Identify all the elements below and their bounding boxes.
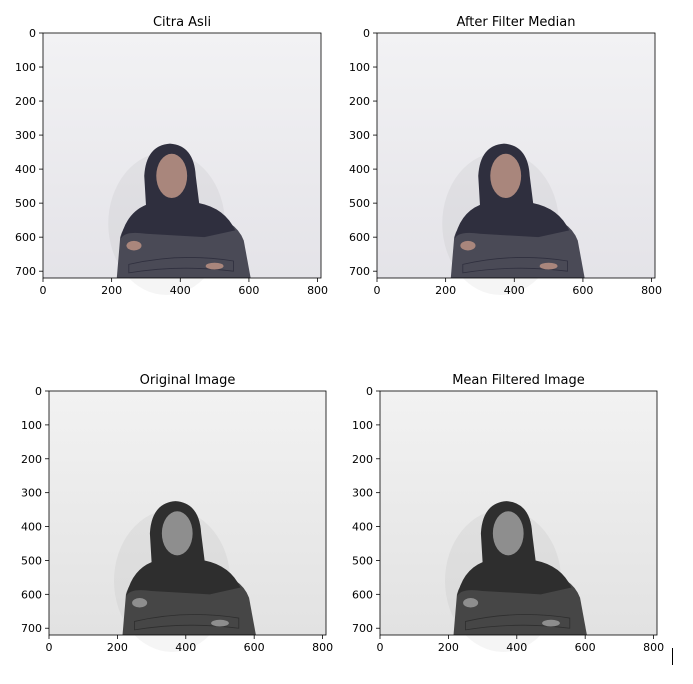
x-tick-label: 400 xyxy=(504,284,525,297)
y-tick-label: 100 xyxy=(352,419,373,432)
x-tick-label: 600 xyxy=(575,641,596,654)
y-tick-label: 200 xyxy=(15,95,36,108)
x-tick-label: 600 xyxy=(238,284,259,297)
text-cursor xyxy=(672,648,673,665)
y-tick-label: 200 xyxy=(352,453,373,466)
x-tick-label: 400 xyxy=(506,641,527,654)
x-tick-label: 800 xyxy=(641,284,662,297)
y-tick-label: 400 xyxy=(349,163,370,176)
hand-shape xyxy=(211,619,229,627)
y-tick-label: 0 xyxy=(35,385,42,398)
y-tick-label: 300 xyxy=(349,129,370,142)
x-tick-label: 400 xyxy=(170,284,191,297)
y-tick-label: 600 xyxy=(352,588,373,601)
x-tick-label: 800 xyxy=(307,284,328,297)
subplot: Original Image 0 200 400 600 800 0 100 200 300 400… xyxy=(21,373,333,654)
axes-frame xyxy=(376,32,656,279)
x-tick-label: 0 xyxy=(46,641,53,654)
y-tick-label: 500 xyxy=(352,554,373,567)
y-tick-label: 0 xyxy=(363,27,370,40)
hand-shape xyxy=(460,240,476,251)
y-tick-label: 600 xyxy=(15,231,36,244)
y-tick-label: 300 xyxy=(15,129,36,142)
axes-frame xyxy=(379,390,658,636)
y-tick-label: 0 xyxy=(366,385,373,398)
plot-title: After Filter Median xyxy=(457,15,576,30)
y-tick-label: 200 xyxy=(349,95,370,108)
x-tick-label: 0 xyxy=(40,284,47,297)
x-tick-label: 800 xyxy=(312,641,333,654)
y-tick-label: 400 xyxy=(21,521,42,534)
axes-frame xyxy=(42,32,322,279)
face-shape xyxy=(492,511,524,556)
x-tick-label: 200 xyxy=(435,284,456,297)
subplot: Mean Filtered Image 0 200 400 600 800 0 100 200 3… xyxy=(352,373,664,654)
face-shape xyxy=(161,511,193,556)
x-tick-label: 200 xyxy=(107,641,128,654)
y-tick-label: 500 xyxy=(349,197,370,210)
hand-shape xyxy=(132,598,148,608)
y-tick-label: 200 xyxy=(21,453,42,466)
plot-title: Original Image xyxy=(140,373,236,388)
y-tick-label: 700 xyxy=(349,265,370,278)
arms-shape xyxy=(462,257,568,274)
x-tick-label: 800 xyxy=(643,641,664,654)
y-tick-label: 700 xyxy=(15,265,36,278)
y-tick-label: 400 xyxy=(352,521,373,534)
y-tick-label: 600 xyxy=(21,588,42,601)
arms-shape xyxy=(128,257,234,274)
x-tick-label: 400 xyxy=(175,641,196,654)
subplot: Citra Asli 0 200 400 600 800 0 100 200 300 400 500 6… xyxy=(15,15,328,297)
subplot: After Filter Median 0 200 400 600 800 0 100 200 3… xyxy=(349,15,662,297)
hand-shape xyxy=(539,262,558,270)
hand-shape xyxy=(463,598,479,608)
y-tick-label: 100 xyxy=(15,61,36,74)
x-tick-label: 0 xyxy=(374,284,381,297)
x-tick-label: 0 xyxy=(377,641,384,654)
face-shape xyxy=(490,153,522,199)
y-tick-label: 500 xyxy=(15,197,36,210)
x-tick-label: 200 xyxy=(101,284,122,297)
x-tick-label: 600 xyxy=(244,641,265,654)
x-tick-label: 600 xyxy=(572,284,593,297)
arms-shape xyxy=(465,614,571,631)
y-tick-label: 100 xyxy=(21,419,42,432)
plot-title: Citra Asli xyxy=(153,15,211,30)
plot-title: Mean Filtered Image xyxy=(452,373,585,388)
y-tick-label: 300 xyxy=(21,487,42,500)
y-tick-label: 700 xyxy=(352,622,373,635)
y-tick-label: 500 xyxy=(21,554,42,567)
arms-shape xyxy=(134,614,240,631)
y-tick-label: 0 xyxy=(29,27,36,40)
y-tick-label: 700 xyxy=(21,622,42,635)
y-tick-label: 300 xyxy=(352,487,373,500)
hand-shape xyxy=(205,262,224,270)
axes-frame xyxy=(48,390,327,636)
y-tick-label: 600 xyxy=(349,231,370,244)
face-shape xyxy=(156,153,188,199)
x-tick-label: 200 xyxy=(438,641,459,654)
hand-shape xyxy=(126,240,142,251)
hand-shape xyxy=(542,619,560,627)
y-tick-label: 100 xyxy=(349,61,370,74)
y-tick-label: 400 xyxy=(15,163,36,176)
